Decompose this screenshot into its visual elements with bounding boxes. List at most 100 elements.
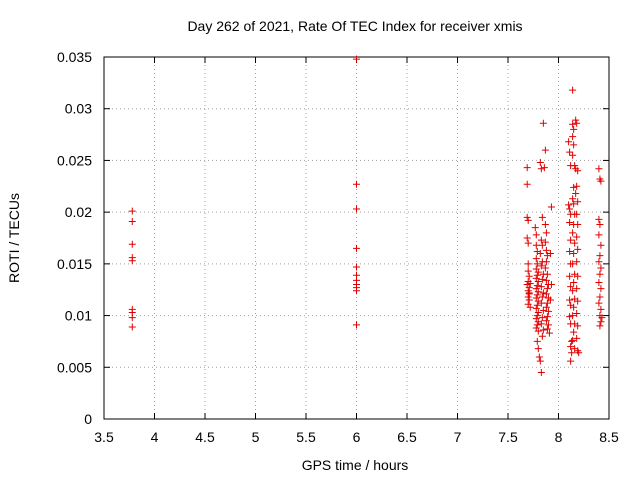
data-point [539,326,547,334]
data-point [128,240,136,248]
data-point [538,332,546,340]
data-point [565,138,573,146]
x-tick-label: 4 [151,429,159,445]
data-point [574,322,582,330]
data-point [533,291,541,299]
data-point [537,368,545,376]
data-point [573,258,581,266]
data-point [353,180,360,188]
data-point [532,241,540,249]
data-point [569,120,577,128]
data-point [573,334,581,342]
x-tick-label: 4.5 [195,429,215,445]
data-point [544,307,552,315]
data-point [566,296,574,304]
data-point [542,303,550,311]
data-point [573,210,581,218]
data-point [541,221,549,229]
data-point [542,276,550,284]
data-point [569,312,577,320]
data-point [545,329,553,337]
data-point [538,213,546,221]
data-point [570,183,578,191]
data-point [571,239,579,247]
data-point [524,216,532,224]
data-point [525,296,533,304]
data-point [533,321,541,329]
data-point [570,200,578,208]
data-point [570,141,578,149]
data-point [353,55,360,63]
data-point [536,357,544,365]
data-point [525,272,533,280]
data-point [566,247,574,255]
data-point [536,158,544,166]
data-point [574,297,582,305]
data-point [595,278,603,286]
data-point [595,299,603,307]
data-point [533,312,541,320]
data-point [569,336,577,344]
data-point [596,293,604,301]
y-tick-label: 0.035 [57,49,92,65]
data-point [572,116,580,124]
data-point [544,321,552,329]
data-point [541,264,549,272]
data-point [543,325,551,333]
data-point [531,224,539,232]
data-point [523,180,531,188]
data-point [569,133,577,141]
data-point [574,198,582,206]
data-point [537,165,545,173]
data-point [543,313,551,321]
data-point [537,299,545,307]
data-point [569,86,577,94]
data-point [525,289,533,297]
data-point [542,258,550,266]
data-point [532,304,540,312]
x-tick-label: 6 [353,429,361,445]
data-point [546,296,554,304]
data-point [542,317,550,325]
data-point [597,285,605,293]
data-point [597,318,605,326]
x-tick-label: 5.5 [296,429,316,445]
data-point [533,271,541,279]
data-point [574,272,582,280]
x-tick-label: 6.5 [397,429,417,445]
data-point [526,280,534,288]
data-point [574,221,582,229]
data-point [572,190,580,198]
data-point [596,322,604,330]
data-point [539,119,547,127]
data-point [570,303,578,311]
data-point [538,241,546,249]
data-point [541,238,549,246]
data-point [533,282,541,290]
data-point [571,162,579,170]
data-point [573,182,581,190]
data-point [533,260,541,268]
data-point [353,244,360,252]
data-point [534,327,542,335]
data-point [535,353,543,361]
data-point [567,236,575,244]
data-point [523,213,531,221]
data-point [547,203,555,211]
data-point [569,287,577,295]
data-point [567,357,575,365]
data-point [595,258,603,266]
data-point [569,229,577,237]
chart-title: Day 262 of 2021, Rate Of TEC Index for r… [187,18,522,34]
data-point [537,283,545,291]
x-tick-label: 7 [454,429,462,445]
data-point [566,272,574,280]
data-point [567,283,575,291]
data-point [595,165,603,173]
x-axis-label: GPS time / hours [302,457,409,473]
y-tick-label: 0.015 [57,256,92,272]
data-point [523,164,531,172]
data-point [532,255,540,263]
data-point [547,281,555,289]
